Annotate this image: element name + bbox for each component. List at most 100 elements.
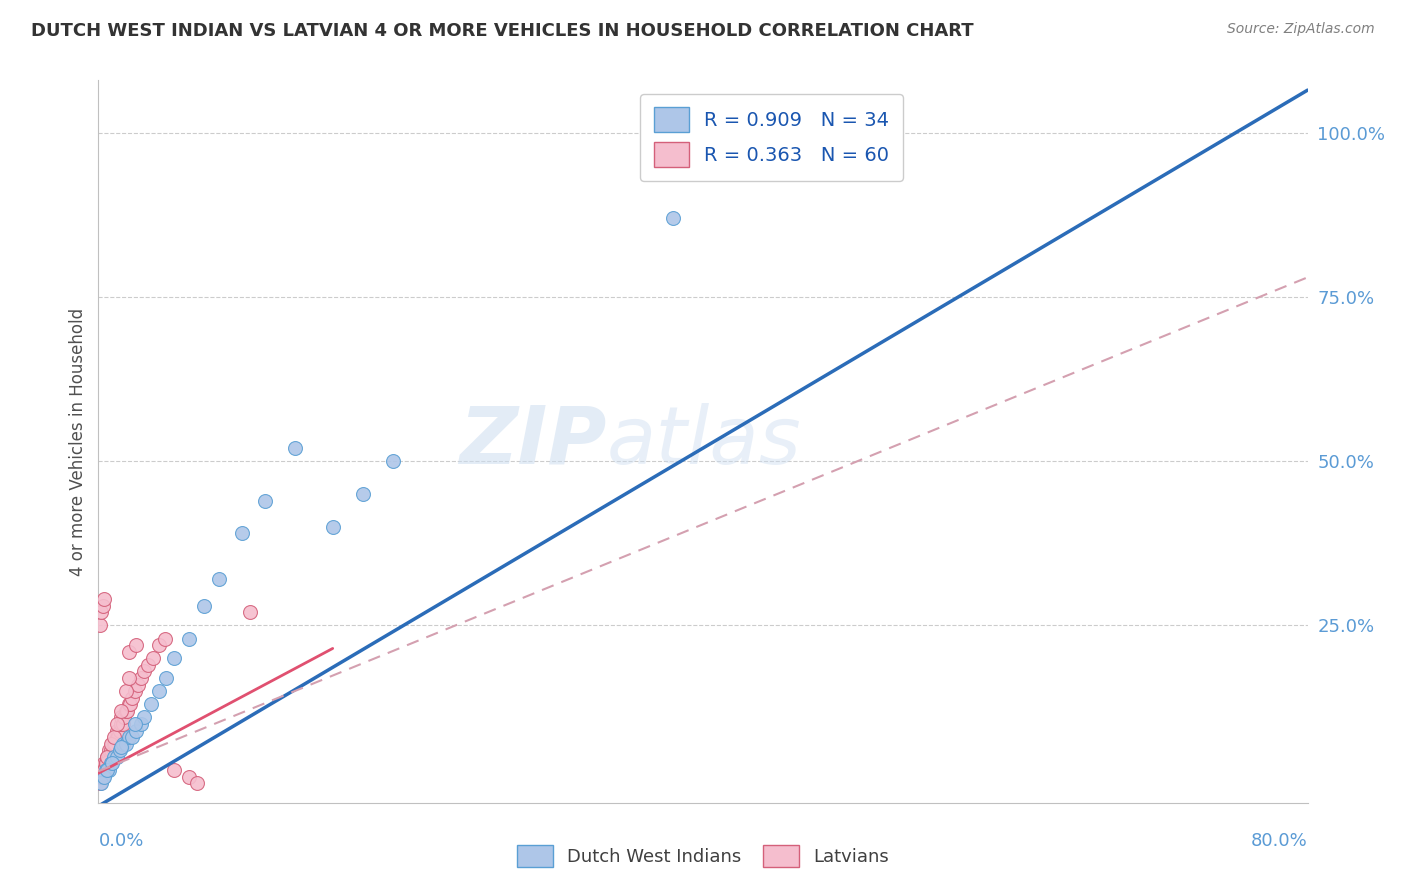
Point [100, 737, 122, 751]
Point [96, 749, 118, 764]
Point [105, 749, 128, 764]
Point [148, 684, 170, 698]
Point [163, 763, 186, 777]
Point [186, 776, 208, 790]
Point [179, 770, 201, 784]
Point [94, 756, 117, 771]
Point [129, 671, 152, 685]
Point [114, 704, 136, 718]
Point [231, 526, 253, 541]
Point [121, 730, 143, 744]
Point [208, 573, 231, 587]
Point [93, 770, 115, 784]
Point [104, 737, 127, 751]
Point [100, 749, 122, 764]
Point [118, 645, 141, 659]
Point [110, 704, 132, 718]
Point [115, 704, 138, 718]
Point [103, 737, 125, 751]
Point [661, 211, 683, 226]
Point [108, 723, 131, 738]
Point [110, 739, 132, 754]
Point [98, 743, 121, 757]
Point [93, 756, 115, 771]
Y-axis label: 4 or more Vehicles in Household: 4 or more Vehicles in Household [69, 308, 87, 575]
Point [89, 776, 111, 790]
Point [155, 671, 177, 685]
Point [90, 763, 112, 777]
Point [90, 770, 112, 784]
Point [96, 749, 118, 764]
Point [118, 730, 141, 744]
Point [136, 657, 159, 672]
Text: atlas: atlas [606, 402, 801, 481]
Point [132, 710, 155, 724]
Point [89, 618, 111, 632]
Point [96, 763, 118, 777]
Point [94, 756, 117, 771]
Point [105, 723, 128, 738]
Point [90, 776, 112, 790]
Point [91, 770, 114, 784]
Text: 80.0%: 80.0% [1251, 831, 1308, 850]
Point [103, 749, 125, 764]
Point [142, 651, 165, 665]
Point [118, 671, 141, 685]
Point [94, 763, 117, 777]
Text: Source: ZipAtlas.com: Source: ZipAtlas.com [1227, 22, 1375, 37]
Point [120, 698, 142, 712]
Point [111, 717, 134, 731]
Point [121, 690, 143, 705]
Point [153, 632, 176, 646]
Point [111, 737, 134, 751]
Point [125, 723, 148, 738]
Point [124, 717, 146, 731]
Text: ZIP: ZIP [458, 402, 606, 481]
Point [193, 599, 215, 613]
Point [101, 756, 124, 771]
Text: 0.0%: 0.0% [98, 831, 143, 850]
Point [284, 441, 307, 455]
Point [132, 665, 155, 679]
Point [148, 638, 170, 652]
Point [322, 520, 344, 534]
Point [91, 763, 114, 777]
Point [91, 599, 114, 613]
Point [103, 730, 125, 744]
Point [100, 743, 122, 757]
Text: DUTCH WEST INDIAN VS LATVIAN 4 OR MORE VEHICLES IN HOUSEHOLD CORRELATION CHART: DUTCH WEST INDIAN VS LATVIAN 4 OR MORE V… [31, 22, 973, 40]
Point [98, 749, 121, 764]
Point [105, 730, 128, 744]
Point [352, 487, 374, 501]
Point [100, 756, 122, 771]
Point [118, 698, 141, 712]
Point [129, 717, 152, 731]
Point [141, 698, 163, 712]
Point [253, 493, 276, 508]
Point [125, 638, 148, 652]
Point [91, 770, 114, 784]
Point [94, 763, 117, 777]
Point [105, 717, 128, 731]
Point [93, 592, 115, 607]
Legend: Dutch West Indians, Latvians: Dutch West Indians, Latvians [509, 838, 897, 874]
Point [93, 763, 115, 777]
Legend: R = 0.909   N = 34, R = 0.363   N = 60: R = 0.909 N = 34, R = 0.363 N = 60 [640, 94, 903, 180]
Point [114, 684, 136, 698]
Point [93, 763, 115, 777]
Point [112, 710, 135, 724]
Point [96, 756, 118, 771]
Point [179, 632, 201, 646]
Point [114, 737, 136, 751]
Point [101, 737, 124, 751]
Point [163, 651, 186, 665]
Point [382, 454, 405, 468]
Point [103, 743, 125, 757]
Point [110, 717, 132, 731]
Point [91, 770, 114, 784]
Point [127, 677, 149, 691]
Point [107, 730, 129, 744]
Point [98, 763, 121, 777]
Point [239, 605, 262, 619]
Point [124, 684, 146, 698]
